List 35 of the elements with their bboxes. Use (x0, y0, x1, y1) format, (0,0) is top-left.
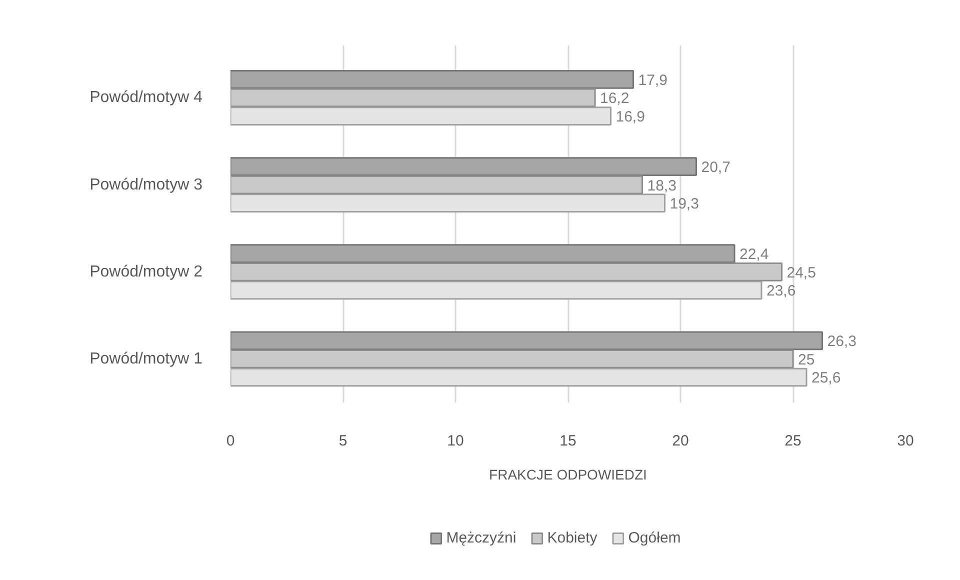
data-label: 25 (798, 351, 815, 368)
bar (230, 350, 794, 368)
y-tick-label: Powód/motyw 4 (90, 89, 203, 106)
x-tick-label: 15 (560, 432, 576, 450)
data-label: 24,5 (786, 264, 816, 282)
data-label: 19,3 (670, 196, 699, 213)
data-label: 17,9 (638, 72, 668, 89)
bar (230, 157, 697, 176)
data-label: 26,3 (827, 333, 856, 350)
bar (230, 175, 643, 194)
x-tick-label: 10 (447, 432, 464, 450)
data-label: 18,3 (647, 177, 676, 194)
x-tick-label: 30 (897, 432, 914, 450)
y-tick-label: Powód/motyw 2 (90, 263, 203, 280)
x-tick-label: 0 (226, 432, 235, 450)
x-tick-label: 25 (784, 432, 802, 450)
data-label: 20,7 (701, 159, 730, 176)
data-label: 23,6 (766, 282, 796, 300)
legend-label: Mężczyźni (446, 530, 516, 546)
data-label: 16,9 (616, 108, 645, 126)
legend-label: Kobiety (547, 530, 598, 546)
y-tick-label: Powód/motyw 3 (90, 176, 203, 194)
bar (230, 244, 736, 264)
bar (230, 262, 782, 282)
legend-label: Ogółem (628, 530, 681, 546)
bar (230, 331, 823, 350)
x-tick-label: 20 (672, 432, 689, 450)
bar (230, 88, 596, 108)
data-label: 16,2 (600, 90, 630, 108)
x-axis-title: FRAKCJE ODPOWIEDZI (489, 466, 647, 482)
bar (230, 70, 634, 89)
data-label: 22,4 (740, 246, 769, 264)
y-tick-label: Powód/motyw 1 (90, 350, 203, 368)
data-label: 25,6 (812, 370, 841, 387)
x-tick-label: 5 (338, 432, 348, 450)
